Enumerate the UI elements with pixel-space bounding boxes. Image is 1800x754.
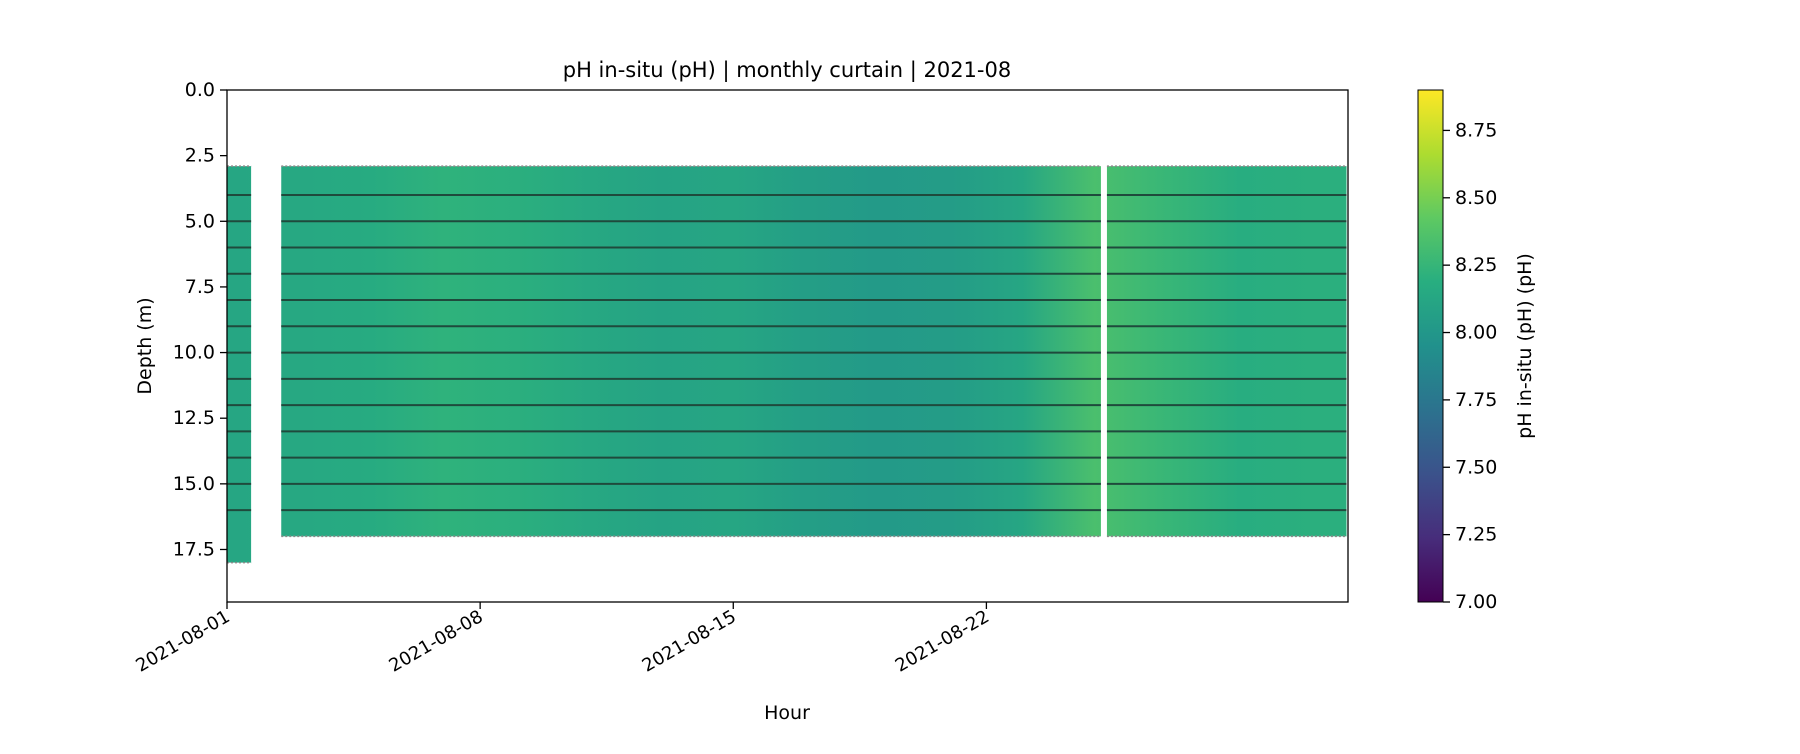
curtain-segment-1	[227, 166, 252, 563]
colorbar-axis: 7.00 7.25 7.50 7.75 8.00 8.25 8.50 8.75	[1443, 119, 1497, 613]
colorbar-tick-label: 8.00	[1455, 322, 1497, 344]
colorbar-tick-label: 8.25	[1455, 254, 1497, 276]
colorbar-label: pH in-situ (pH) (pH)	[1514, 253, 1536, 439]
colorbar-tick-label: 8.75	[1455, 119, 1497, 141]
y-tick-label: 7.5	[185, 276, 215, 298]
plot-frame	[226, 89, 1349, 603]
curtain-segment-2	[281, 166, 1101, 537]
colorbar-tick-label: 7.75	[1455, 389, 1497, 411]
y-axis: 0.0 2.5 5.0 7.5 10.0 12.5 15.0 17.5	[173, 79, 227, 560]
y-tick-label: 17.5	[173, 538, 215, 560]
y-axis-label: Depth (m)	[134, 297, 156, 394]
x-tick-label: 2021-08-01	[132, 606, 233, 676]
colorbar-tick-label: 7.00	[1455, 591, 1497, 613]
colorbar-tick-label: 8.50	[1455, 187, 1497, 209]
x-tick-label: 2021-08-22	[892, 606, 993, 676]
y-tick-label: 2.5	[185, 145, 215, 167]
chart-title: pH in-situ (pH) | monthly curtain | 2021…	[563, 58, 1011, 83]
colorbar-tick-label: 7.50	[1455, 456, 1497, 478]
x-axis-label: Hour	[764, 702, 810, 724]
y-tick-label: 15.0	[173, 473, 215, 495]
colorbar	[1417, 89, 1444, 603]
plot-area	[227, 165, 1347, 564]
colorbar-tick-label: 7.25	[1455, 524, 1497, 546]
curtain-segment-3	[1106, 166, 1347, 537]
y-tick-label: 0.0	[185, 79, 215, 101]
y-tick-label: 5.0	[185, 210, 215, 232]
y-tick-label: 12.5	[173, 407, 215, 429]
x-axis: 2021-08-01 2021-08-08 2021-08-15 2021-08-22	[132, 602, 993, 677]
x-tick-label: 2021-08-15	[639, 606, 740, 676]
y-tick-label: 10.0	[173, 342, 215, 364]
x-tick-label: 2021-08-08	[386, 606, 487, 676]
